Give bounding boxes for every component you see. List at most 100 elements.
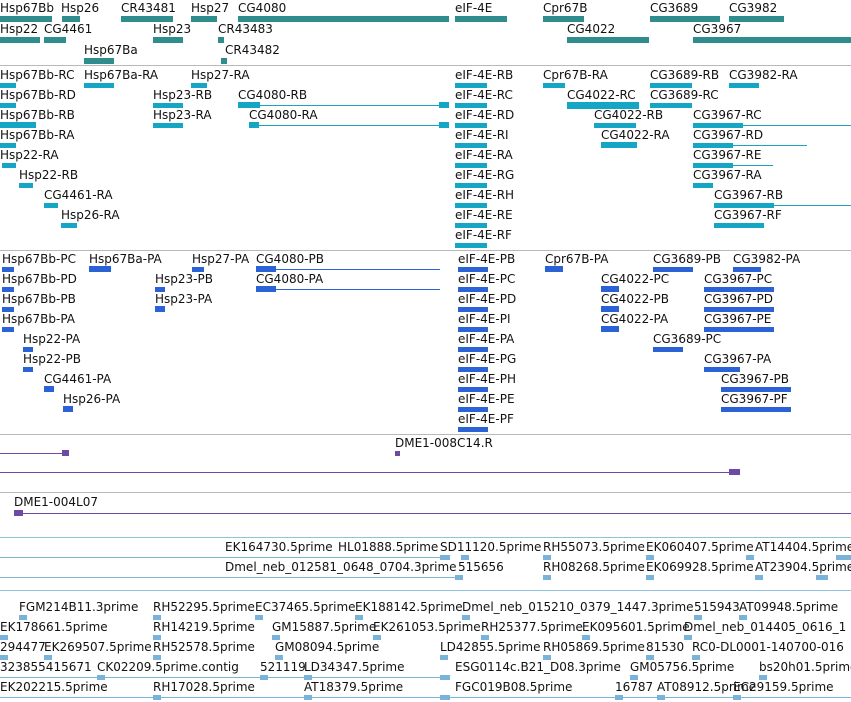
transcript-label[interactable]: Hsp22-RA — [0, 148, 59, 162]
protein-label[interactable]: eIF-4E-PB — [458, 252, 516, 266]
transcript-label[interactable]: Hsp27-RA — [191, 68, 250, 82]
gene-label[interactable]: Hsp26 — [61, 1, 100, 15]
transcript-label[interactable]: CG4080-RA — [249, 108, 318, 122]
protein-bar[interactable] — [23, 347, 33, 352]
est-label[interactable]: GM05756.5prime — [630, 660, 735, 674]
protein-label[interactable]: Hsp27-PA — [192, 252, 250, 266]
protein-bar[interactable] — [23, 367, 33, 372]
transcript-label[interactable]: eIF-4E-RH — [455, 188, 515, 202]
protein-bar[interactable] — [601, 306, 619, 312]
est-bar[interactable] — [304, 675, 312, 680]
transcript-bar[interactable] — [455, 123, 487, 128]
transcript-bar[interactable] — [84, 83, 114, 88]
gene-bar[interactable] — [238, 16, 449, 22]
transcript-bar[interactable] — [650, 83, 692, 88]
est-label[interactable]: Dmel_neb_014405_0616_1 — [684, 620, 847, 634]
clone-label[interactable]: DME1-008C14.R — [395, 436, 493, 450]
protein-label[interactable]: Hsp67Bb-PC — [2, 252, 76, 266]
est-label[interactable]: RH55073.5prime — [543, 540, 645, 554]
est-bar[interactable] — [455, 575, 463, 580]
gene-bar[interactable] — [0, 16, 52, 22]
protein-label[interactable]: CG3967-PD — [704, 292, 774, 306]
gene-bar[interactable] — [221, 58, 227, 64]
est-bar[interactable] — [275, 655, 283, 660]
protein-bar[interactable] — [155, 287, 165, 292]
transcript-bar[interactable] — [0, 122, 36, 128]
est-bar[interactable] — [153, 695, 161, 700]
protein-label[interactable]: Hsp22-PA — [23, 332, 81, 346]
gene-label[interactable]: CG3967 — [693, 22, 742, 36]
est-bar[interactable] — [0, 655, 8, 660]
transcript-label[interactable]: eIF-4E-RI — [455, 128, 509, 142]
protein-label[interactable]: eIF-4E-PE — [458, 392, 515, 406]
transcript-label[interactable]: CG3967-RD — [693, 128, 764, 142]
est-label[interactable]: 515656 — [458, 560, 504, 574]
protein-bar[interactable] — [192, 267, 204, 272]
protein-bar[interactable] — [89, 266, 111, 272]
gene-label[interactable]: CG4022 — [567, 22, 616, 36]
est-label[interactable]: EK202215.5prime — [0, 680, 108, 694]
est-bar[interactable] — [646, 555, 654, 560]
transcript-bar[interactable] — [439, 122, 449, 128]
est-bar[interactable] — [272, 635, 280, 640]
est-bar[interactable] — [461, 555, 469, 560]
est-label[interactable]: EK060407.5prime — [646, 540, 754, 554]
est-label[interactable]: LD42855.5prime — [440, 640, 541, 654]
est-label[interactable]: RH05869.5prime — [543, 640, 645, 654]
est-bar[interactable] — [646, 655, 654, 660]
est-bar[interactable] — [759, 675, 767, 680]
gene-bar[interactable] — [729, 16, 784, 22]
est-label[interactable]: AT09948.5prime — [739, 600, 839, 614]
est-bar[interactable] — [19, 615, 27, 620]
transcript-bar[interactable] — [0, 103, 16, 108]
gene-bar[interactable] — [0, 37, 40, 43]
protein-label[interactable]: CG3967-PB — [721, 372, 790, 386]
protein-label[interactable]: Hsp67Bb-PB — [2, 292, 76, 306]
protein-bar[interactable] — [458, 307, 488, 312]
transcript-label[interactable]: Cpr67B-RA — [543, 68, 608, 82]
transcript-label[interactable]: CG4461-RA — [44, 188, 113, 202]
protein-label[interactable]: CG3967-PC — [704, 272, 773, 286]
transcript-bar[interactable] — [455, 143, 487, 148]
protein-bar[interactable] — [704, 307, 774, 312]
gene-label[interactable]: Hsp27 — [191, 1, 230, 15]
transcript-bar[interactable] — [729, 83, 759, 88]
transcript-bar[interactable] — [693, 183, 713, 188]
transcript-label[interactable]: CG3967-RB — [714, 188, 784, 202]
est-label[interactable]: RC0-DL0001-140700-016 — [692, 640, 844, 654]
est-label[interactable]: CK02209.5prime.contig — [97, 660, 239, 674]
transcript-label[interactable]: eIF-4E-RE — [455, 208, 513, 222]
transcript-label[interactable]: CG4022-RC — [567, 88, 636, 102]
protein-label[interactable]: CG3967-PF — [721, 392, 788, 406]
protein-label[interactable]: CG4022-PB — [601, 292, 670, 306]
est-label[interactable]: 521119 — [260, 660, 306, 674]
est-bar[interactable] — [684, 635, 692, 640]
protein-label[interactable]: Hsp23-PA — [155, 292, 213, 306]
est-bar[interactable] — [440, 555, 450, 560]
est-bar[interactable] — [630, 675, 638, 680]
clone-label[interactable]: DME1-004L07 — [14, 495, 98, 509]
protein-label[interactable]: CG3967-PA — [704, 352, 772, 366]
gene-label[interactable]: eIF-4E — [455, 1, 493, 15]
transcript-bar[interactable] — [601, 142, 637, 148]
est-label[interactable]: ESG0114c.B21_D08.3prime — [455, 660, 621, 674]
protein-label[interactable]: Hsp26-PA — [63, 392, 121, 406]
protein-bar[interactable] — [2, 267, 14, 272]
est-bar[interactable] — [646, 575, 654, 580]
gene-bar[interactable] — [62, 16, 80, 22]
est-label[interactable]: HL01888.5prime — [338, 540, 439, 554]
gene-label[interactable]: Hsp23 — [153, 22, 192, 36]
protein-label[interactable]: eIF-4E-PD — [458, 292, 517, 306]
protein-label[interactable]: eIF-4E-PF — [458, 412, 514, 426]
protein-label[interactable]: CG4022-PC — [601, 272, 670, 286]
protein-bar[interactable] — [653, 267, 693, 272]
gene-bar[interactable] — [191, 16, 217, 22]
gene-label[interactable]: CR43481 — [121, 1, 176, 15]
gene-label[interactable]: Hsp67Bb — [0, 1, 55, 15]
transcript-label[interactable]: CG3967-RC — [693, 108, 762, 122]
est-label[interactable]: 515943 — [694, 600, 740, 614]
transcript-label[interactable]: CG3689-RC — [650, 88, 719, 102]
est-bar[interactable] — [543, 655, 551, 660]
transcript-label[interactable]: eIF-4E-RF — [455, 228, 512, 242]
protein-label[interactable]: Hsp67Ba-PA — [89, 252, 162, 266]
